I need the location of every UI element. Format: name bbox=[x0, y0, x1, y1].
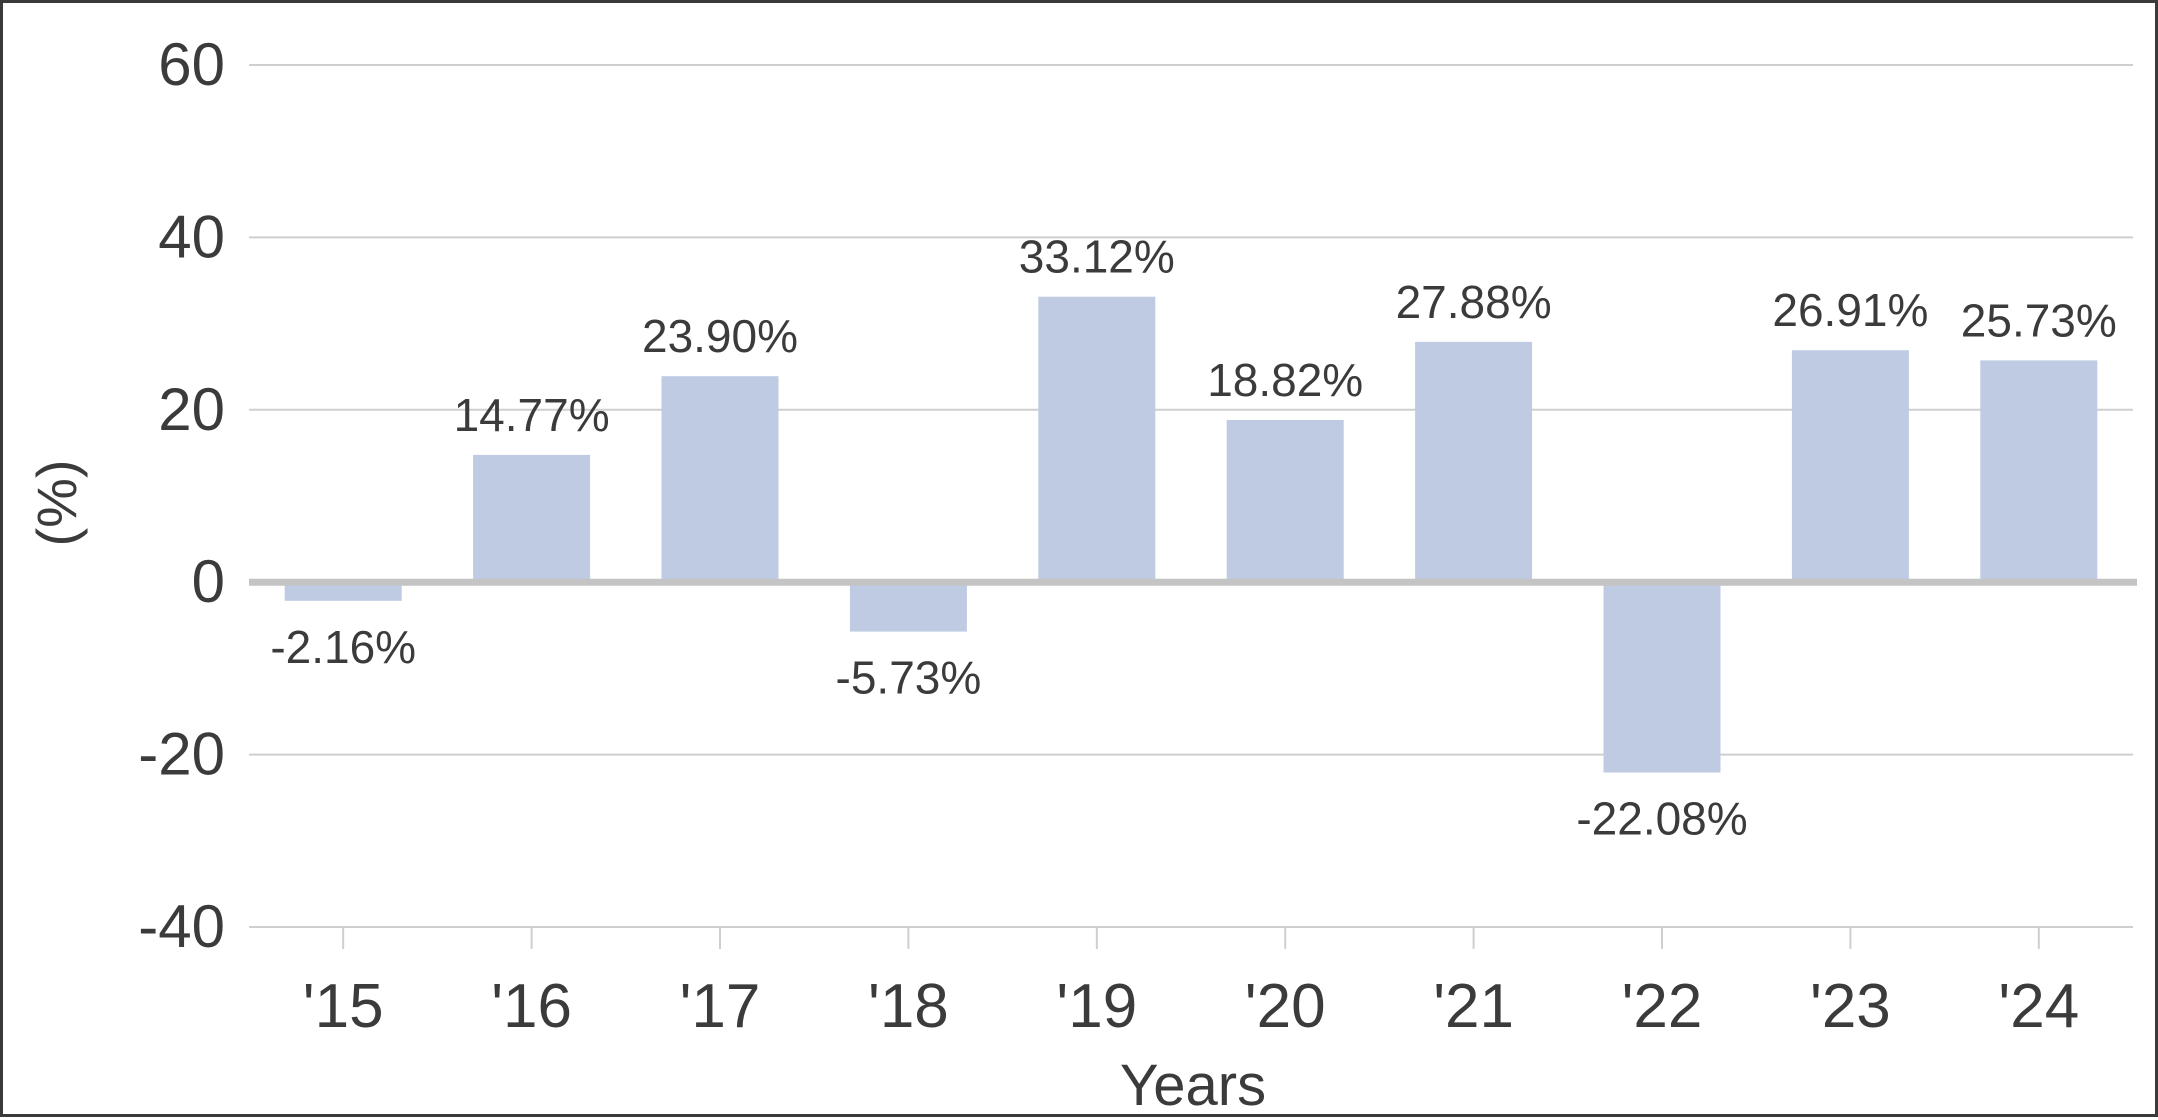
bar bbox=[1415, 341, 1533, 583]
data-label: 26.91% bbox=[1772, 284, 1928, 336]
x-tick-labels: '15 '16 '17 '18 '19 '20 '21 '22 '23 '24 bbox=[303, 972, 2079, 1041]
bar bbox=[284, 582, 402, 601]
y-tick-label: 40 bbox=[158, 203, 225, 270]
x-tick-label: '15 bbox=[303, 972, 384, 1041]
bar bbox=[473, 454, 591, 583]
bar bbox=[661, 376, 779, 583]
x-tick-label: '18 bbox=[868, 972, 949, 1041]
x-tick-label: '22 bbox=[1622, 972, 1703, 1041]
x-axis-title: Years bbox=[1120, 1053, 1266, 1118]
data-labels: -2.16% 14.77% 23.90% -5.73% 33.12% 18.82% 27.8… bbox=[270, 231, 2116, 845]
bars bbox=[284, 296, 2098, 773]
data-label: 18.82% bbox=[1207, 354, 1363, 406]
x-tick-label: '23 bbox=[1810, 972, 1891, 1041]
y-tick-label: -20 bbox=[138, 721, 225, 788]
bar bbox=[1226, 419, 1344, 583]
y-tick-label: 60 bbox=[158, 31, 225, 98]
bar bbox=[1038, 296, 1156, 583]
data-label: 23.90% bbox=[642, 310, 798, 362]
y-tick-label: 20 bbox=[158, 376, 225, 443]
y-tick-label: -40 bbox=[138, 893, 225, 960]
data-label: 14.77% bbox=[454, 389, 610, 441]
data-label: 33.12% bbox=[1019, 231, 1175, 283]
data-label: -2.16% bbox=[270, 621, 416, 673]
x-tick-label: '20 bbox=[1245, 972, 1326, 1041]
bar bbox=[1791, 350, 1909, 583]
x-ticks bbox=[342, 927, 2040, 949]
data-label: -5.73% bbox=[836, 652, 982, 704]
x-tick-label: '16 bbox=[491, 972, 572, 1041]
y-axis-title: (%) bbox=[25, 459, 88, 546]
bar-chart: -2.16% 14.77% 23.90% -5.73% 33.12% 18.82% 27.8… bbox=[25, 31, 2137, 1118]
x-tick-label: '21 bbox=[1433, 972, 1514, 1041]
bar bbox=[1980, 360, 2098, 583]
data-label: 25.73% bbox=[1961, 294, 2117, 346]
y-tick-label: 0 bbox=[192, 548, 225, 615]
y-tick-labels: 60 40 20 0 -20 -40 bbox=[138, 31, 225, 960]
gridlines bbox=[249, 64, 2133, 928]
bar bbox=[849, 582, 967, 632]
x-tick-label: '24 bbox=[1998, 972, 2079, 1041]
data-label: -22.08% bbox=[1576, 793, 1747, 845]
x-tick-label: '19 bbox=[1056, 972, 1137, 1041]
data-label: 27.88% bbox=[1396, 276, 1552, 328]
x-tick-label: '17 bbox=[680, 972, 761, 1041]
bar bbox=[1603, 582, 1721, 773]
